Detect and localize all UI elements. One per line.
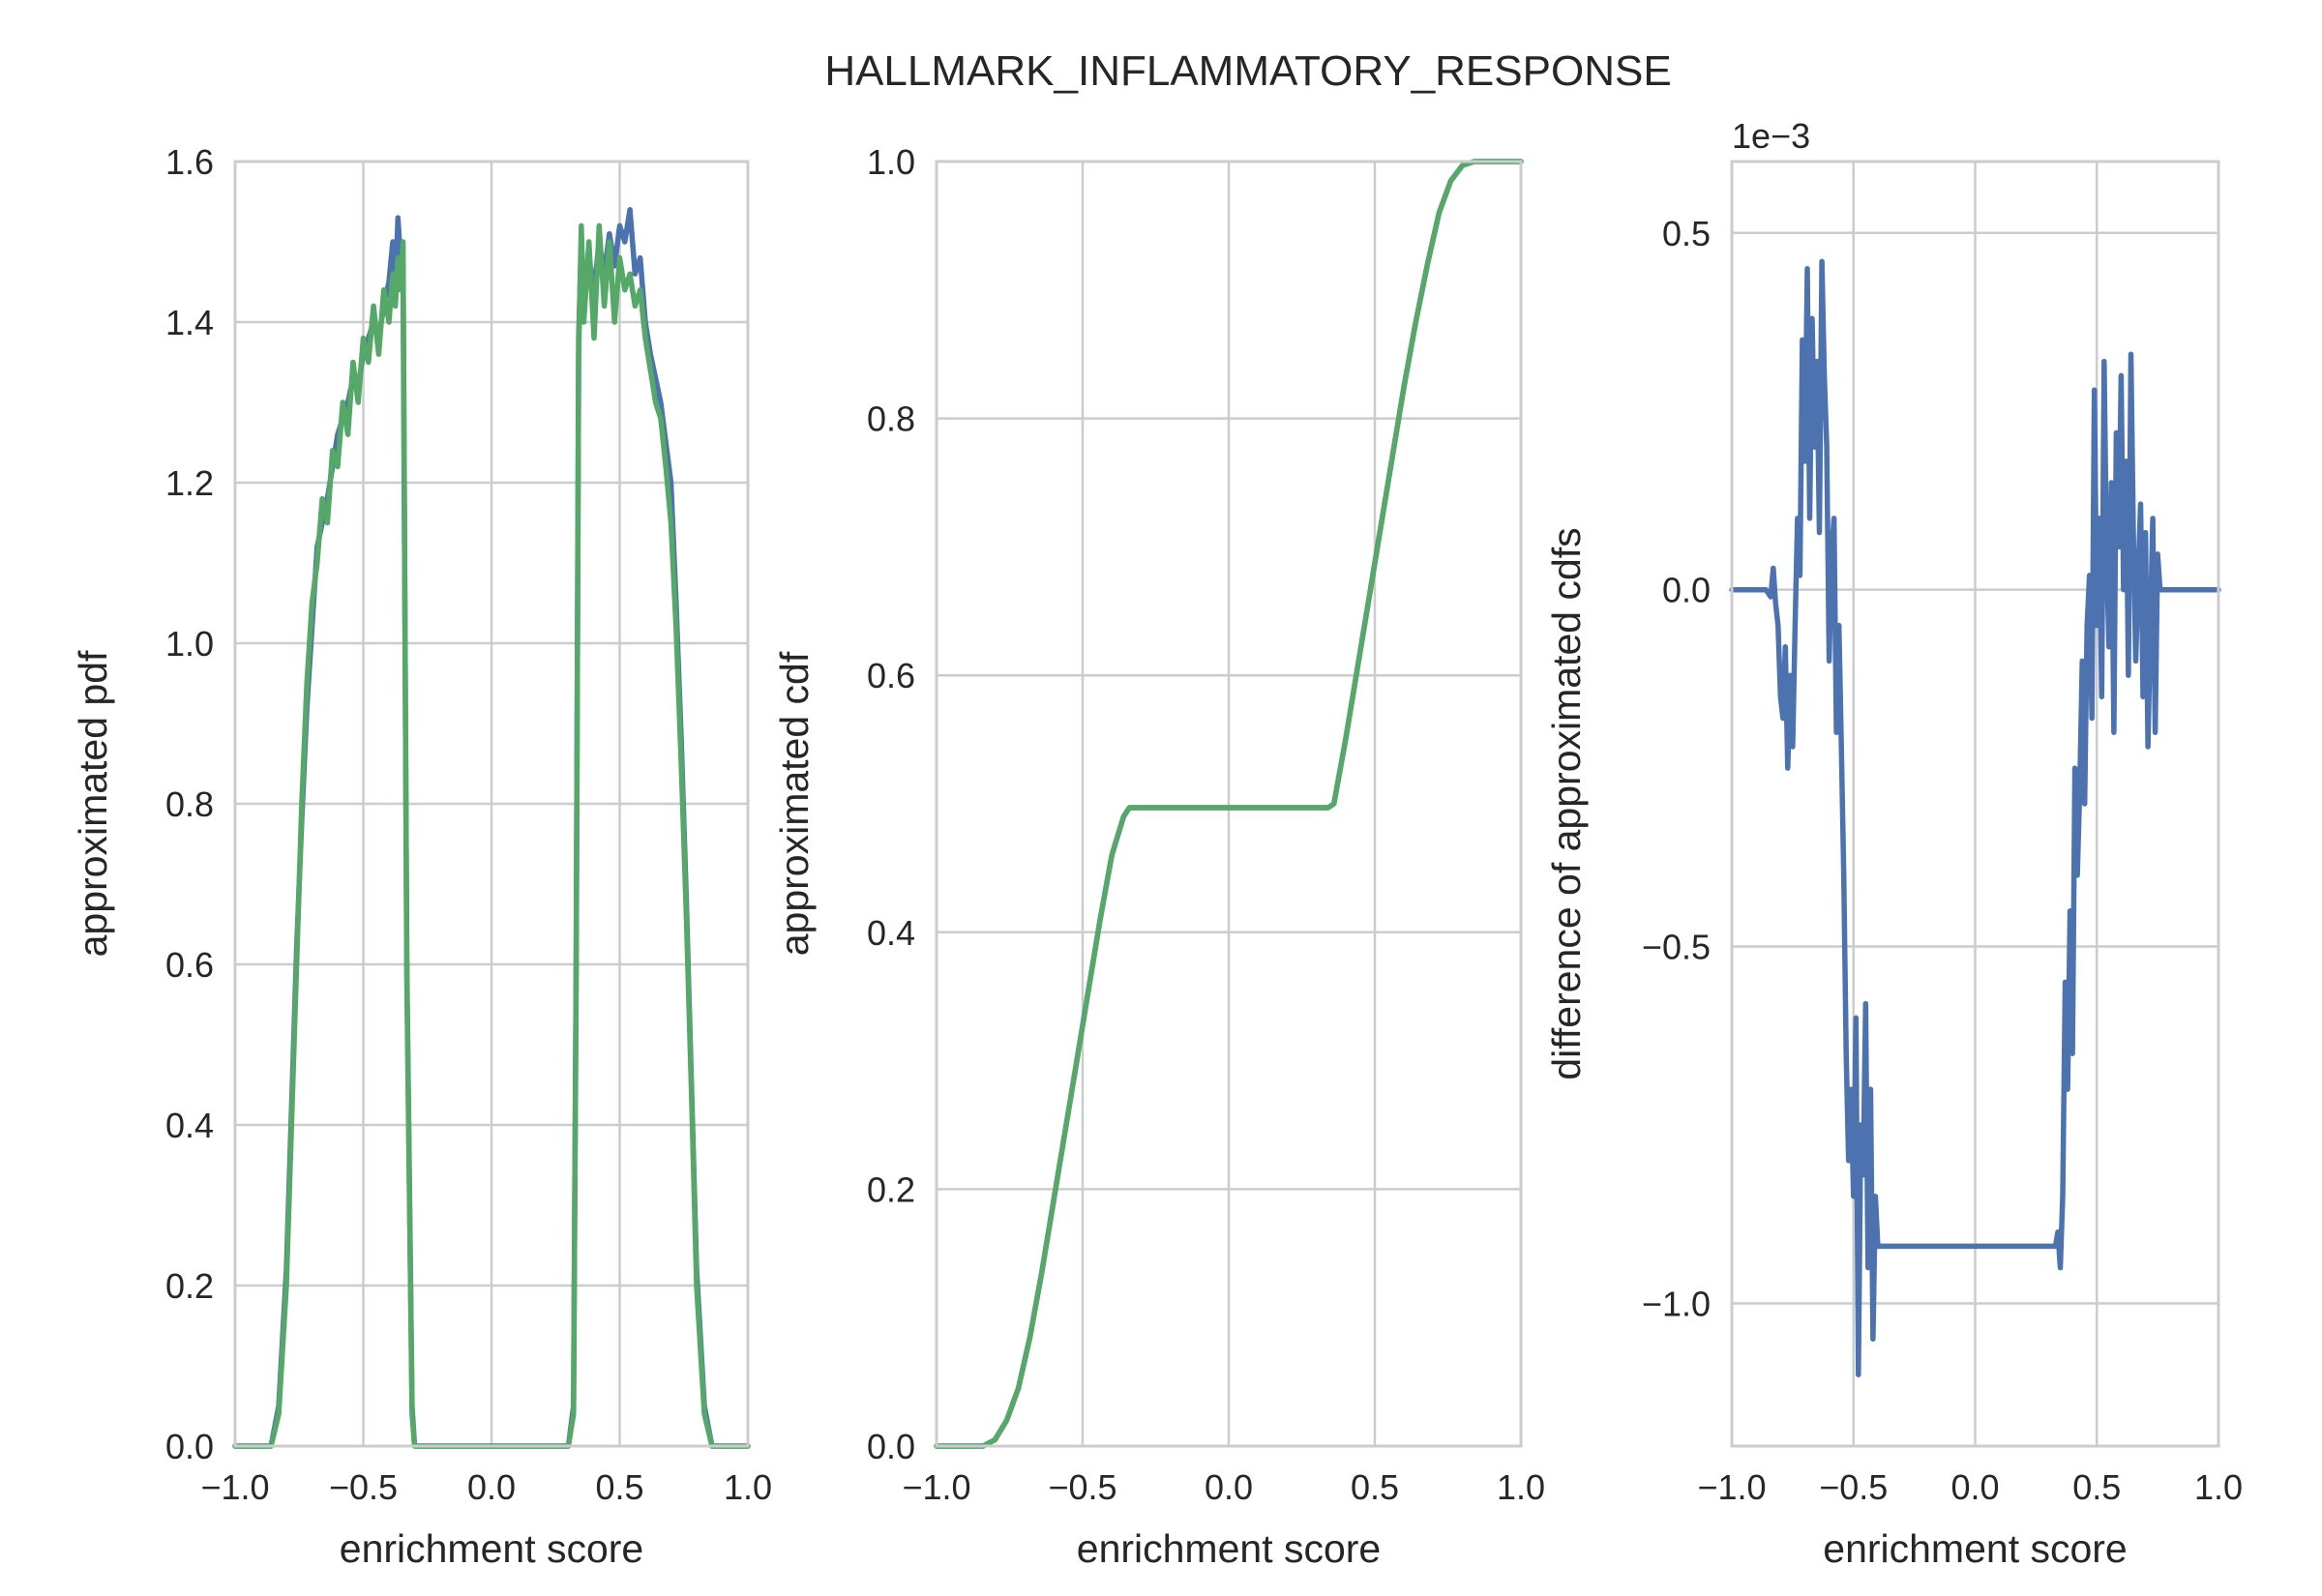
y-tick-label: 0.0 (1662, 571, 1711, 610)
y-tick-label: −1.0 (1642, 1284, 1711, 1323)
axes-frame (1730, 160, 2220, 1448)
y-tick-label: 1.4 (165, 303, 214, 342)
y-tick-label: 0.0 (165, 1427, 214, 1466)
x-axis-label: enrichment score (1823, 1526, 2127, 1571)
x-tick-label: 1.0 (1497, 1467, 1545, 1507)
y-axis-label: approximated cdf (772, 651, 817, 956)
y-tick-label: 0.8 (165, 784, 214, 824)
series-line-2 (934, 159, 1524, 1449)
subplot-3: −1.0 −0.5 0.0 0.5 1.0 −1.0 −0.5 0.0 0.5 enrichmen… (1544, 116, 2243, 1571)
y-tick-label: −0.5 (1642, 928, 1711, 967)
x-tick-label: 0.0 (1205, 1467, 1253, 1507)
y-tick-label: 1.6 (165, 142, 214, 182)
x-tick-label: −0.5 (1819, 1467, 1888, 1507)
y-tick-label: 0.6 (165, 945, 214, 985)
x-tick-label: −1.0 (200, 1467, 269, 1507)
y-axis-label: difference of approximated cdfs (1544, 527, 1589, 1079)
y-tick-label: 0.4 (165, 1106, 214, 1145)
y-tick-label: 1.0 (165, 624, 214, 664)
x-tick-label: 1.0 (724, 1467, 772, 1507)
y-tick-label: 0.8 (867, 399, 915, 439)
x-tick-label: 0.0 (467, 1467, 516, 1507)
x-tick-label: −1.0 (902, 1467, 970, 1507)
x-tick-label: −1.0 (1697, 1467, 1766, 1507)
y-tick-label: 0.2 (867, 1169, 915, 1209)
y-tick-label: 0.0 (867, 1427, 915, 1466)
series-line-1 (1729, 258, 2221, 1377)
subplot-2: −1.0 −0.5 0.0 0.5 1.0 0.0 0.2 0.4 0.6 0.8 1.0 enric… (772, 142, 1545, 1571)
axes-frame (233, 160, 750, 1448)
figure-title: HALLMARK_INFLAMMATORY_RESPONSE (824, 47, 1671, 95)
axis-offset-label: 1e−3 (1732, 116, 1810, 156)
x-tick-label: −0.5 (1048, 1467, 1116, 1507)
subplots: −1.0 −0.5 0.0 0.5 1.0 0.0 0.2 0.4 0.6 0.8 1.0 1.2 1.… (71, 116, 2243, 1571)
y-tick-label: 0.2 (165, 1266, 214, 1306)
y-tick-label: 0.6 (867, 656, 915, 695)
axes-frame (935, 160, 1523, 1448)
x-tick-label: 1.0 (2194, 1467, 2243, 1507)
y-tick-label: 0.4 (867, 913, 915, 953)
x-axis-label: enrichment score (340, 1526, 643, 1571)
x-tick-label: 0.0 (1950, 1467, 1999, 1507)
x-tick-label: 0.5 (2072, 1467, 2121, 1507)
x-tick-label: 0.5 (595, 1467, 643, 1507)
x-tick-label: −0.5 (329, 1467, 398, 1507)
x-axis-label: enrichment score (1077, 1526, 1381, 1571)
subplot-1: −1.0 −0.5 0.0 0.5 1.0 0.0 0.2 0.4 0.6 0.8 1.0 1.2 1.… (71, 142, 772, 1571)
y-tick-label: 0.5 (1662, 214, 1711, 253)
y-tick-label: 1.2 (165, 463, 214, 503)
y-axis-label: approximated pdf (71, 650, 115, 957)
y-tick-label: 1.0 (867, 142, 915, 182)
x-tick-label: 0.5 (1351, 1467, 1399, 1507)
